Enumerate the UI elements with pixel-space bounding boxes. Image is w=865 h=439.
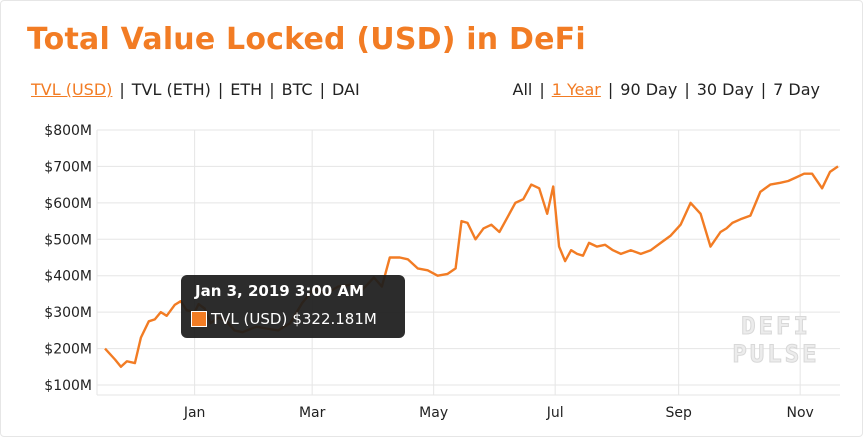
y-tick-label: $600M <box>44 196 92 212</box>
chart-title: Total Value Locked (USD) in DeFi <box>27 22 586 57</box>
range-tabs: All | 1 Year | 90 Day | 30 Day | 7 Day <box>513 80 821 99</box>
metric-tabs: TVL (USD) | TVL (ETH) | ETH | BTC | DAI <box>31 80 360 99</box>
tab-eth[interactable]: ETH <box>230 80 263 99</box>
x-tick-label: Mar <box>299 405 326 421</box>
y-tick-label: $800M <box>44 123 92 139</box>
tooltip-date: Jan 3, 2019 3:00 AM <box>195 282 364 300</box>
x-tick-label: Jul <box>546 405 564 421</box>
tab-btc[interactable]: BTC <box>281 80 313 99</box>
tab-separator: | <box>760 80 767 99</box>
x-tick-label: Nov <box>786 405 813 421</box>
y-tick-label: $300M <box>44 305 92 321</box>
watermark-line-1: DEFI <box>741 312 811 341</box>
tab-separator: | <box>539 80 545 99</box>
tab-separator: | <box>269 80 275 99</box>
tooltip-series-name: TVL (USD) <box>211 310 288 328</box>
tab-range-all[interactable]: All <box>512 80 533 99</box>
tab-range-7-day[interactable]: 7 Day <box>773 80 820 99</box>
y-tick-label: $200M <box>44 342 92 358</box>
x-tick-label: May <box>419 405 448 421</box>
y-tick-label: $100M <box>44 378 92 394</box>
y-tick-label: $700M <box>44 159 92 175</box>
y-tick-label: $500M <box>44 232 92 248</box>
watermark-line-2: PULSE <box>732 340 820 369</box>
tab-separator: | <box>119 80 125 99</box>
tooltip-series-value: $322.181M <box>292 310 377 328</box>
x-tick-label: Jan <box>183 405 206 421</box>
tab-separator: | <box>319 80 325 99</box>
tab-separator: | <box>607 80 614 99</box>
tab-range-90-day[interactable]: 90 Day <box>620 80 678 99</box>
tooltip-series-row: TVL (USD) $322.181M <box>191 310 395 328</box>
tab-range-1-year[interactable]: 1 Year <box>551 80 601 99</box>
tab-dai[interactable]: DAI <box>331 80 360 99</box>
tab-range-30-day[interactable]: 30 Day <box>696 80 754 99</box>
tab-separator: | <box>217 80 224 99</box>
x-tick-label: Sep <box>665 405 692 421</box>
tab-separator: | <box>684 80 690 99</box>
defi-pulse-watermark-logo: DEFI PULSE <box>726 312 826 369</box>
tab-tvl-eth[interactable]: TVL (ETH) <box>131 80 211 99</box>
y-tick-label: $400M <box>44 269 92 285</box>
tooltip-series-swatch <box>191 311 207 327</box>
tab-tvl-usd[interactable]: TVL (USD) <box>31 80 113 99</box>
chart-tooltip: Jan 3, 2019 3:00 AM TVL (USD) $322.181M <box>181 275 405 338</box>
